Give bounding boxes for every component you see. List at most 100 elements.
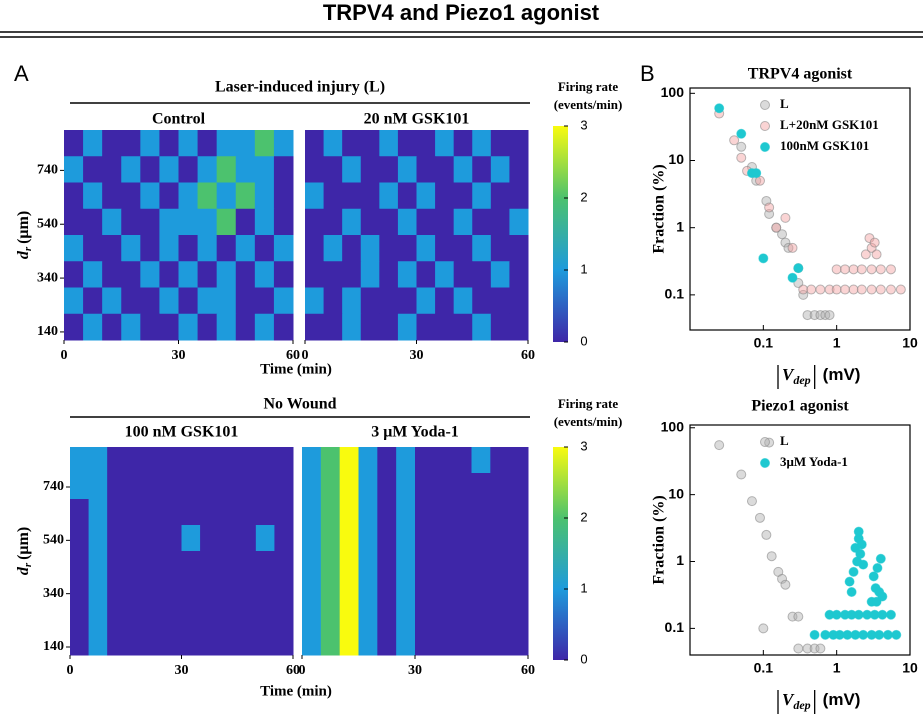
x-tick-label: 0.1 [754, 335, 774, 351]
heatmap-cell [490, 577, 510, 604]
y-axis-label: Fraction (%) [651, 164, 668, 253]
data-point [891, 629, 902, 640]
heatmap-cell [107, 499, 127, 526]
heatmap-cell [453, 208, 473, 236]
heatmap-cell [397, 313, 417, 341]
heatmap-cell [216, 287, 237, 315]
heatmap-cell [509, 473, 529, 500]
heatmap-cell [471, 473, 491, 500]
heatmap-cell [88, 447, 108, 474]
heatmap-cell [178, 130, 199, 157]
data-point [860, 249, 871, 260]
heatmap-cell [70, 525, 90, 552]
heatmap-cell [305, 182, 325, 210]
heatmap-cell [305, 261, 325, 288]
data-point [846, 587, 857, 598]
heatmap-cell [490, 603, 510, 630]
heatmap-cell [397, 156, 417, 183]
heatmap-cell [377, 629, 397, 656]
heatmap-cell [144, 629, 164, 656]
heatmap-cell [162, 473, 182, 500]
heatmap-cell [121, 208, 141, 236]
heatmap-cell [320, 603, 341, 630]
y-tick-label: 0.1 [665, 619, 685, 635]
heatmap-cell [302, 577, 322, 604]
legend-marker [760, 142, 770, 152]
heatmap-cell [490, 235, 510, 262]
heatmap-cell [235, 182, 256, 210]
heatmap-cell [70, 603, 90, 630]
heatmap-cell [509, 130, 529, 157]
heatmap-cell [323, 261, 343, 288]
x-tick-label: 0 [302, 348, 309, 363]
heatmap-cell [302, 603, 322, 630]
panel-label: A [14, 61, 29, 86]
heatmap-cell [379, 313, 399, 341]
heatmap-cell [237, 577, 257, 604]
subplot-title: Piezo1 agonist [751, 398, 849, 415]
heatmap-cell [377, 473, 397, 500]
heatmap-cell [88, 629, 108, 656]
heatmap-cell [216, 208, 237, 236]
heatmap-cell [415, 499, 435, 526]
data-point [729, 135, 740, 146]
heatmap-cell [274, 473, 294, 500]
x-label-unit: (mV) [823, 365, 861, 384]
heatmap-cell [358, 499, 378, 526]
heatmap-cell [323, 130, 343, 157]
subplot-title: 20 nM GSK101 [364, 111, 470, 128]
heatmap-cell [379, 287, 399, 315]
data-point [866, 242, 877, 253]
heatmap-cell [235, 130, 256, 157]
heatmap-cell [342, 130, 362, 157]
heatmap-cell [121, 313, 141, 341]
heatmap-cell [255, 525, 275, 552]
heatmap-cell [121, 235, 141, 262]
heatmap-cell [360, 287, 380, 315]
heatmap-cell [490, 447, 510, 474]
heatmap-cell [339, 499, 359, 526]
heatmap-cell [216, 182, 237, 210]
data-point [882, 629, 893, 640]
heatmap-cell [64, 182, 84, 210]
heatmap-cell [490, 130, 510, 157]
data-point [858, 559, 869, 570]
heatmap-cell [396, 525, 416, 552]
heatmap-cell [302, 499, 322, 526]
heatmap-cell [472, 182, 492, 210]
heatmap-cell [490, 313, 510, 341]
heatmap-cell [274, 551, 294, 578]
data-point [793, 263, 804, 274]
heatmap-cell [305, 130, 325, 157]
heatmap-cell [216, 156, 237, 183]
data-point [777, 229, 788, 240]
y-tick-label: 10 [668, 151, 684, 167]
heatmap-cell [453, 235, 473, 262]
heatmap-cell [416, 313, 436, 341]
heatmap-cell [64, 313, 84, 341]
heatmap-cell [433, 603, 454, 630]
subplot-title: 3 μM Yoda-1 [371, 424, 459, 441]
data-point [746, 496, 757, 507]
heatmap-cell [452, 551, 472, 578]
heatmap-cell [339, 551, 359, 578]
data-point [802, 643, 813, 654]
data-point [895, 284, 906, 295]
data-point [815, 643, 826, 654]
data-point [875, 553, 886, 564]
heatmap-cell [397, 261, 417, 288]
data-point [787, 272, 798, 283]
colorbar-subtitle: (events/min) [554, 414, 623, 429]
heatmap-cell [64, 261, 84, 288]
data-point [885, 264, 896, 275]
heatmap-cell [379, 156, 399, 183]
heatmap-cell [415, 473, 435, 500]
colorbar-tick-label: 1 [580, 261, 587, 276]
heatmap-cell [377, 603, 397, 630]
heatmap-cell [416, 208, 436, 236]
heatmap-cell [358, 629, 378, 656]
heatmap-cell [435, 261, 455, 288]
heatmap-cell [397, 235, 417, 262]
heatmap-cell [255, 473, 275, 500]
heatmap-cell [358, 551, 378, 578]
